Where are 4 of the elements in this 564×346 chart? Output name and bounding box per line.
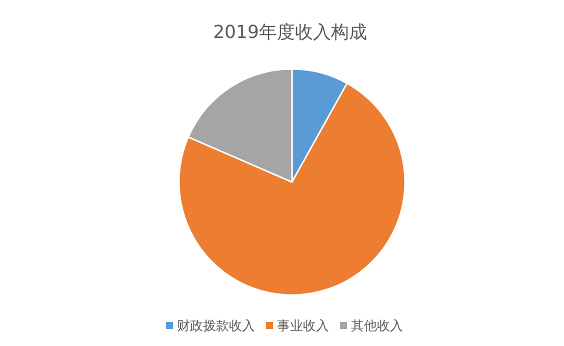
legend-label: 其他收入 — [351, 319, 403, 334]
legend-label: 财政拨款收入 — [177, 319, 255, 334]
chart-title: 2019年度收入构成 — [213, 22, 367, 43]
legend-label: 事业收入 — [277, 319, 329, 334]
